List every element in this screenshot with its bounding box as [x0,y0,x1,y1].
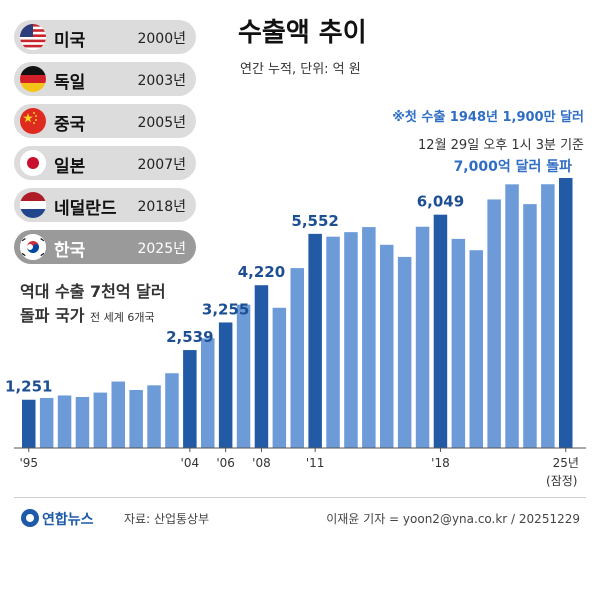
bar-2025 [559,178,573,448]
data-label-1995: 1,251 [5,378,52,396]
footer-credit: 이재윤 기자 = yoon2@yna.co.kr / 20251229 [326,512,580,526]
bar-2010 [290,268,304,448]
country-name: 중국 [54,115,86,135]
bar-2013 [344,232,358,448]
footer-divider [14,497,586,498]
country-year: 2007년 [137,157,186,173]
x-tick-2008: '08 [252,456,271,470]
chart-subtitle: 연간 누적, 단위: 억 원 [240,62,361,77]
first-export-note: ※첫 수출 1948년 1,900만 달러 [392,110,584,125]
bar-2007 [236,304,251,448]
bar-1997 [57,395,72,448]
bar-2002 [147,385,161,448]
country-pill-japan: 일본 2007년 [14,146,196,180]
bar-2011 [308,233,322,448]
bar-2020 [469,250,483,448]
country-pill-china: 중국 2005년 [14,104,196,138]
country-pill-germany: 독일 2003년 [14,62,196,96]
bar-2004 [183,350,197,448]
country-name: 한국 [54,241,86,261]
bar-2015 [380,244,394,448]
country-name: 미국 [54,31,86,51]
x-tick-2025: 25년 [553,456,579,470]
bar-2008 [254,285,269,448]
x-tick-sub-2025: (잠정) [546,474,577,488]
country-year: 2003년 [137,73,186,89]
bar-2023 [523,204,537,448]
country-name: 네덜란드 [54,199,117,219]
china-flag-icon [20,108,46,134]
bar-2003 [165,373,179,448]
chart-title: 수출액 추이 [238,18,367,48]
korea-flag-icon [20,234,46,260]
x-tick-2011: '11 [306,456,325,470]
bar-2001 [129,389,143,448]
data-label-2004: 2,539 [166,328,213,346]
country-year: 2025년 [137,241,186,257]
bar-2014 [362,227,376,448]
footer-logo-text: 연합뉴스 [42,512,94,528]
bar-2021 [487,199,501,448]
x-tick-2004: '04 [181,456,200,470]
country-pill-korea: 한국 2025년 [14,230,196,264]
bar-2018 [433,214,448,448]
bar-2024 [541,184,555,448]
bar-1995 [22,399,36,448]
data-label-2018: 6,049 [417,193,464,211]
country-name: 독일 [54,73,86,93]
record-caption-line2: 돌파 국가 전 세계 6개국 [20,302,155,326]
country-pill-netherlands: 네덜란드 2018년 [14,188,196,222]
country-year: 2000년 [137,31,186,47]
x-tick-2006: '06 [216,456,235,470]
as-of-note: 12월 29일 오후 1시 3분 기준 [418,138,584,153]
x-tick-2018: '18 [431,456,450,470]
record-caption-line1: 역대 수출 7천억 달러 [20,282,166,301]
data-label-2011: 5,552 [291,212,338,230]
footer-source: 자료: 산업통상부 [124,512,210,526]
country-year: 2005년 [137,115,186,131]
bar-1996 [39,397,54,448]
record-caption-small: 전 세계 6개국 [90,311,155,324]
data-label-2008: 4,220 [238,263,285,281]
japan-flag-icon [20,150,46,176]
bar-2017 [415,226,430,448]
us-flag-icon [20,24,46,50]
bar-2022 [505,184,519,448]
germany-flag-icon [20,66,46,92]
bar-2000 [111,381,125,448]
bar-1999 [93,392,108,448]
country-pill-us: 미국 2000년 [14,20,196,54]
bar-2012 [326,236,340,448]
country-name: 일본 [54,157,86,177]
record-caption-bold: 돌파 국가 [20,306,85,325]
milestone-note: 7,000억 달러 돌파 [453,159,572,175]
data-label-2006: 3,255 [202,300,249,318]
bar-2005 [201,338,215,448]
bar-2009 [272,307,287,448]
netherlands-flag-icon [20,192,46,218]
x-tick-1995: '95 [19,456,38,470]
country-year: 2018년 [137,199,186,215]
bar-2019 [451,238,466,448]
yonhap-logo-icon [20,508,40,532]
bar-chart: 1,251 2,539 3,255 4,220 5,552 6,049 '95 '04 '06… [5,178,586,488]
bar-1998 [75,396,90,448]
bar-2016 [397,256,412,448]
bar-2006 [218,322,233,448]
